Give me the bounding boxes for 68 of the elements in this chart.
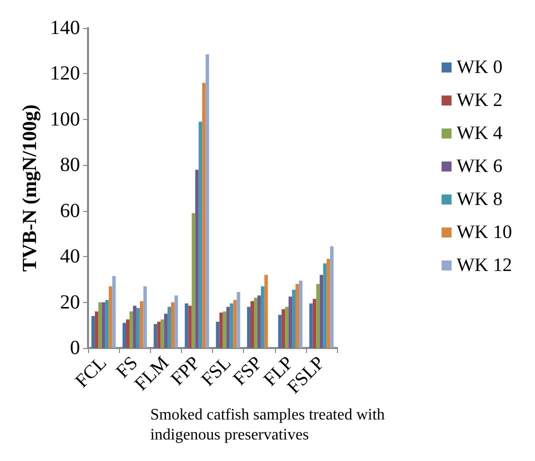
bar xyxy=(326,258,330,348)
legend-label: WK 6 xyxy=(456,156,502,177)
bar xyxy=(250,301,254,348)
bar xyxy=(143,286,147,348)
bar xyxy=(164,314,168,348)
bar xyxy=(126,319,130,348)
bar xyxy=(154,324,158,348)
bar xyxy=(285,306,289,348)
y-tick-label: 120 xyxy=(50,62,80,85)
bar xyxy=(174,295,178,348)
y-tick-label: 60 xyxy=(60,200,80,222)
bar xyxy=(230,303,234,348)
legend-label: WK 2 xyxy=(456,90,502,111)
bar xyxy=(195,170,199,348)
bar xyxy=(236,292,240,348)
bar xyxy=(171,302,174,348)
x-axis-title: Smoked catfish samples treated with indigenous preservatives xyxy=(150,406,385,444)
bar xyxy=(260,286,264,348)
bar xyxy=(122,322,126,348)
bar xyxy=(278,314,282,348)
bar xyxy=(309,303,313,348)
bar xyxy=(247,306,251,348)
bar xyxy=(129,311,133,348)
bar xyxy=(94,311,98,348)
bar xyxy=(136,308,140,348)
bar xyxy=(91,316,95,348)
y-tick-label: 140 xyxy=(50,17,80,39)
bar xyxy=(198,122,202,348)
legend-label: WK 12 xyxy=(456,255,512,276)
bar xyxy=(219,312,223,348)
bar xyxy=(298,280,302,348)
bar xyxy=(254,298,258,348)
bar xyxy=(105,300,109,348)
bar xyxy=(222,311,226,348)
y-axis-title: TVB-N (mgN/100g) xyxy=(19,104,41,272)
bar xyxy=(316,284,320,348)
y-tick-label: 20 xyxy=(60,291,80,314)
bar xyxy=(140,301,144,348)
bar xyxy=(168,306,172,348)
legend-label: WK 8 xyxy=(456,189,502,210)
bar xyxy=(132,306,136,348)
bar xyxy=(292,290,296,348)
y-tick-label: 100 xyxy=(50,108,80,130)
bar xyxy=(102,302,106,348)
y-tick-label: 40 xyxy=(60,246,80,268)
bar xyxy=(206,54,210,348)
bar xyxy=(157,322,161,348)
bar xyxy=(282,309,286,348)
bar xyxy=(296,284,299,348)
bar xyxy=(184,303,188,348)
bar xyxy=(257,295,261,348)
legend-label: WK 10 xyxy=(456,222,512,243)
y-tick-label: 0 xyxy=(70,337,80,359)
bar xyxy=(202,82,206,348)
bar xyxy=(216,322,220,348)
y-tick-label: 80 xyxy=(60,154,80,176)
legend-label: WK 4 xyxy=(456,123,503,144)
bar xyxy=(330,246,334,348)
bar xyxy=(98,302,102,348)
legend-label: WK 0 xyxy=(456,57,502,78)
bar xyxy=(160,319,164,348)
bar xyxy=(264,274,268,348)
bar xyxy=(288,296,292,348)
bar xyxy=(112,276,116,348)
bar xyxy=(323,263,327,348)
bar xyxy=(192,213,196,348)
bar xyxy=(226,306,230,348)
bar xyxy=(320,274,324,348)
